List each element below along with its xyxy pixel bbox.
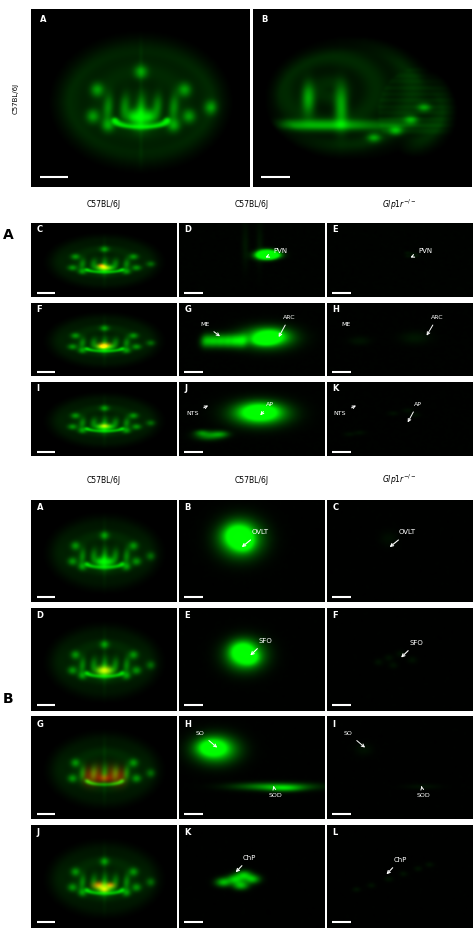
Text: SOD: SOD xyxy=(417,787,430,798)
Text: G: G xyxy=(36,719,44,728)
Text: PVN: PVN xyxy=(411,248,432,258)
Text: A: A xyxy=(3,228,14,242)
Text: B: B xyxy=(184,503,191,511)
Text: ME: ME xyxy=(200,322,219,336)
Text: OVLT: OVLT xyxy=(243,529,268,546)
Text: ChP: ChP xyxy=(387,857,407,873)
Text: C57BL/6J: C57BL/6J xyxy=(86,476,120,484)
Text: A: A xyxy=(39,15,46,24)
Text: SFO: SFO xyxy=(251,638,272,654)
Text: C57BL/6J: C57BL/6J xyxy=(86,200,120,210)
Text: NTS: NTS xyxy=(186,406,207,416)
Text: H: H xyxy=(332,305,339,314)
Text: ARC: ARC xyxy=(427,315,444,335)
Text: AP: AP xyxy=(408,401,421,421)
Text: $\it{Glp1r}^{-/-}$: $\it{Glp1r}^{-/-}$ xyxy=(382,473,417,487)
Text: K: K xyxy=(184,828,191,837)
Text: ARC: ARC xyxy=(279,315,296,337)
Text: J: J xyxy=(184,384,188,393)
Text: E: E xyxy=(184,611,190,620)
Text: PVN: PVN xyxy=(266,248,287,258)
Text: $\it{Glp1r}^{-/-}$: $\it{Glp1r}^{-/-}$ xyxy=(382,197,417,212)
Text: D: D xyxy=(184,226,191,234)
Text: L: L xyxy=(332,828,337,837)
Text: C57BL/6J: C57BL/6J xyxy=(12,83,18,114)
Text: SOD: SOD xyxy=(269,787,283,798)
Text: AP: AP xyxy=(261,401,273,415)
Text: SO: SO xyxy=(196,731,216,747)
Text: D: D xyxy=(36,611,44,620)
Text: A: A xyxy=(36,503,43,511)
Text: C: C xyxy=(332,503,338,511)
Text: B: B xyxy=(261,15,268,24)
Text: ME: ME xyxy=(341,322,350,327)
Text: NTS: NTS xyxy=(334,406,355,416)
Text: G: G xyxy=(184,305,191,314)
Text: B: B xyxy=(3,693,14,706)
Text: C: C xyxy=(36,226,43,234)
Text: C57BL/6J: C57BL/6J xyxy=(234,200,268,210)
Text: I: I xyxy=(36,384,40,393)
Text: C57BL/6J: C57BL/6J xyxy=(234,476,268,484)
Text: F: F xyxy=(332,611,338,620)
Text: SO: SO xyxy=(344,731,364,747)
Text: H: H xyxy=(184,719,191,728)
Text: I: I xyxy=(332,719,336,728)
Text: K: K xyxy=(332,384,339,393)
Text: ChP: ChP xyxy=(237,854,256,871)
Text: F: F xyxy=(36,305,42,314)
Text: J: J xyxy=(36,828,40,837)
Text: SFO: SFO xyxy=(402,640,423,657)
Text: E: E xyxy=(332,226,338,234)
Text: OVLT: OVLT xyxy=(391,529,416,546)
